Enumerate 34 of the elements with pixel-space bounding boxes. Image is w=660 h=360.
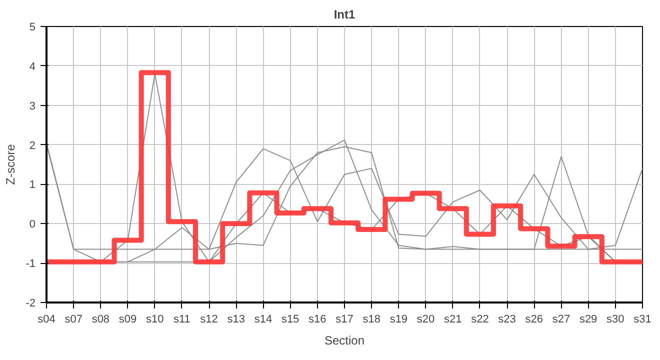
x-tick-label: s30: [606, 314, 624, 326]
x-tick-label: s11: [173, 314, 190, 326]
x-tick-label: s20: [416, 314, 435, 326]
x-tick-label: s15: [281, 314, 300, 326]
x-tick-label: s14: [254, 314, 272, 326]
x-tick-label: s21: [444, 314, 462, 326]
x-tick-label: s10: [146, 314, 164, 326]
x-tick-label: s29: [579, 314, 598, 326]
y-tick-label: 1: [29, 179, 36, 192]
x-tick-label: s17: [336, 314, 354, 326]
x-tick-label: s27: [552, 314, 570, 326]
x-tick-label: s22: [471, 314, 489, 326]
x-tick-label: s09: [118, 314, 137, 326]
y-tick-label: 3: [29, 100, 36, 112]
y-tick-label: 2: [29, 140, 36, 152]
chart-title: Int1: [334, 8, 356, 22]
x-tick-label: s04: [38, 314, 56, 326]
x-tick-label: s23: [498, 314, 516, 326]
y-tick-label: -2: [26, 298, 36, 310]
x-tick-label: s16: [308, 314, 326, 326]
x-tick-label: s18: [362, 314, 380, 326]
y-tick-label: -1: [26, 258, 36, 270]
x-tick-label: s08: [92, 314, 110, 326]
x-tick-label: s19: [390, 314, 408, 326]
x-tick-label: s07: [64, 314, 82, 326]
y-tick-label: 0: [29, 218, 36, 231]
x-tick-label: s12: [200, 314, 218, 326]
y-tick-label: 5: [29, 22, 36, 34]
x-axis-title: Section: [324, 334, 365, 348]
y-tick-label: 4: [29, 60, 36, 73]
x-tick-label: s13: [227, 314, 246, 326]
x-tick-label: s31: [634, 314, 652, 326]
x-tick-label: s26: [525, 314, 544, 326]
y-axis-title: Z-score: [4, 144, 18, 185]
